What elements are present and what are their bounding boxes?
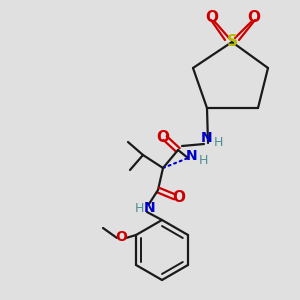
Text: H: H [198, 154, 208, 167]
Text: N: N [201, 131, 213, 145]
Text: O: O [206, 10, 218, 25]
Text: H: H [134, 202, 144, 214]
Text: N: N [144, 201, 156, 215]
Text: O: O [157, 130, 169, 145]
Text: N: N [186, 149, 198, 163]
Text: S: S [226, 34, 238, 50]
Text: H: H [213, 136, 223, 148]
Text: O: O [115, 230, 127, 244]
Text: O: O [172, 190, 185, 206]
Text: O: O [248, 10, 260, 25]
